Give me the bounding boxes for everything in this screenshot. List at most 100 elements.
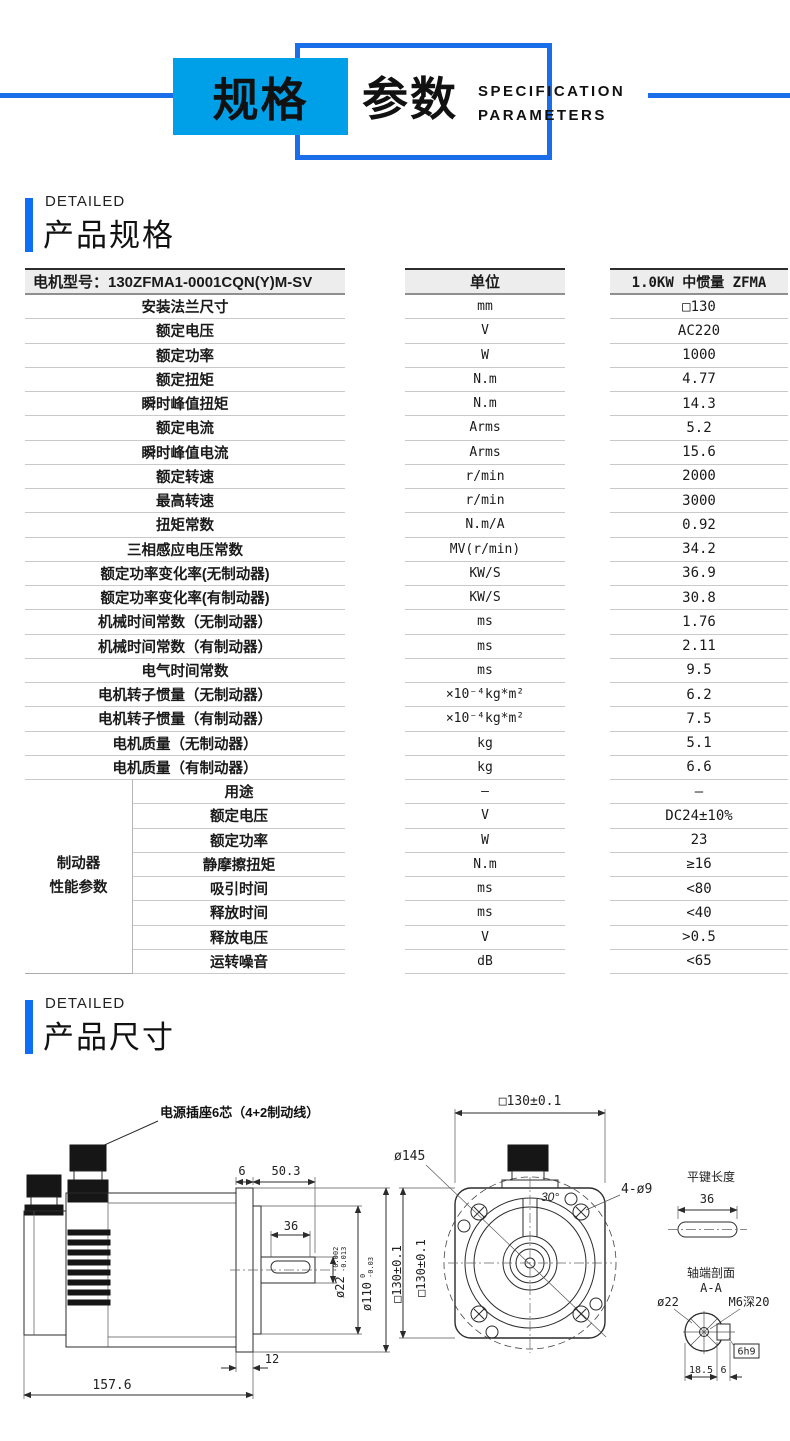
motor-rear-cap [23,1210,67,1336]
shaft-section-title: 轴端剖面 [687,1265,735,1280]
spec-label: 释放电压 [133,926,345,950]
brake-row: 额定电压 V DC24±10% [133,804,788,829]
spec-label: 额定功率变化率(无制动器) [25,562,345,586]
dim-shaft-length: 50.3 [272,1164,301,1178]
header-unit: 单位 [405,268,565,295]
spec-value: >0.5 [610,926,788,950]
brake-row: 释放时间 ms <40 [133,901,788,926]
small-holes [457,1192,603,1339]
spec-unit: ×10⁻⁴kg*m² [405,707,565,732]
spec-row: 机械时间常数（无制动器） ms 1.76 [25,610,788,635]
brake-rows: 用途 — — 额定电压 V DC24±10% 额定功率 W 23 静摩擦扭矩 N.m ≥16 吸引时间 m… [133,780,788,974]
spec-row: 额定功率变化率(有制动器) KW/S 30.8 [25,586,788,611]
dim-body-height: □130±0.1 [390,1245,404,1303]
spec-row: 额定转速 r/min 2000 [25,465,788,489]
spec-label: 电机转子惯量（无制动器） [25,683,345,708]
spec-value: 0.92 [610,513,788,538]
spec-unit: KW/S [405,562,565,586]
key-width-box [733,1343,760,1359]
spec-value: 3000 [610,489,788,514]
svg-text:-0.002: -0.002 [332,1247,340,1272]
banner-subtitle: SPECIFICATION PARAMETERS [478,80,625,128]
spec-value: <80 [610,877,788,902]
spec-unit: ms [405,635,565,659]
spec-value: 1.76 [610,610,788,635]
spec-row: 额定功率变化率(无制动器) KW/S 36.9 [25,562,788,586]
spec-table: 电机型号：130ZFMA1-0001CQN(Y)M-SV 单位 1.0KW 中惯… [25,268,788,974]
spec-unit: — [405,780,565,805]
svg-text:0: 0 [359,1274,367,1278]
brake-label-line1: 制动器 [56,856,101,873]
front-connector [507,1144,549,1172]
dim-flange-height: □130±0.1 [414,1239,428,1297]
banner-title-spec: 规格 [212,73,309,126]
spec-value: DC24±10% [610,804,788,829]
key-detail-title: 平键长度 [687,1169,735,1184]
spec-row: 瞬时峰值扭矩 N.m 14.3 [25,392,788,417]
power-connector [69,1144,107,1172]
spec-label: 静摩擦扭矩 [133,853,345,877]
spec-row: 电机转子惯量（无制动器） ×10⁻⁴kg*m² 6.2 [25,683,788,708]
brake-group: 制动器 性能参数 用途 — — 额定电压 V DC24±10% 额定功率 W 23 静摩擦扭矩 N.… [25,780,788,974]
spec-label: 额定功率变化率(有制动器) [25,586,345,611]
spec-value: 34.2 [610,538,788,562]
spec-label: 最高转速 [25,489,345,514]
spec-value: 7.5 [610,707,788,732]
spec-table-rows: 安装法兰尺寸 mm □130 额定电压 V AC220 额定功率 W 1000 额定扭矩 N.m 4.… [25,295,788,780]
spec-value: 36.9 [610,562,788,586]
spec-value: 5.1 [610,732,788,756]
spec-unit: ms [405,901,565,926]
banner-title-params: 参数 [362,73,458,125]
dimension-drawings: 电源插座6芯（4+2制动线） [23,1094,769,1399]
spec-unit: MV(r/min) [405,538,565,562]
shaft-section: 轴端剖面 A-A ø22 M6深20 6h9 18.5 6 [657,1265,769,1381]
spec-unit: W [405,344,565,368]
mounting-holes [470,1203,590,1323]
section-accent-bar [25,198,33,252]
spec-unit: r/min [405,465,565,489]
brake-row: 运转噪音 dB <65 [133,950,788,974]
dim-flange-thickness: 6 [238,1164,245,1178]
spec-value: 5.2 [610,416,788,441]
spec-row: 额定电压 V AC220 [25,319,788,344]
spec-label: 电机质量（无制动器） [25,732,345,756]
spec-row: 电机质量（有制动器） kg 6.6 [25,756,788,780]
spec-value: — [610,780,788,805]
spec-unit: N.m/A [405,513,565,538]
banner-subtitle-line1: SPECIFICATION [478,83,626,100]
spec-row: 额定功率 W 1000 [25,344,788,368]
dim-6: 6 [720,1365,726,1376]
spec-row: 最高转速 r/min 3000 [25,489,788,514]
section-title: 产品尺寸 [43,1020,175,1055]
spec-row: 电气时间常数 ms 9.5 [25,659,788,683]
spec-unit: dB [405,950,565,974]
svg-text:-0.013: -0.013 [340,1247,348,1272]
spec-label: 运转噪音 [133,950,345,974]
brake-row: 额定功率 W 23 [133,829,788,853]
spec-unit: V [405,804,565,829]
spec-label: 额定功率 [133,829,345,853]
spec-value: 4.77 [610,368,788,392]
spec-unit: KW/S [405,586,565,611]
spec-unit: W [405,829,565,853]
dim-bolt-circle: ø145 [394,1149,425,1164]
spec-unit: V [405,319,565,344]
banner-left-line [0,93,174,98]
section-product-spec: DETAILED 产品规格 [25,193,325,255]
spec-value: 30.8 [610,586,788,611]
svg-text:ø22: ø22 [333,1276,347,1298]
spec-unit: kg [405,732,565,756]
section-eyebrow: DETAILED [45,193,126,210]
spec-label: 三相感应电压常数 [25,538,345,562]
spec-row: 电机转子惯量（有制动器） ×10⁻⁴kg*m² 7.5 [25,707,788,732]
section-accent-bar [25,1000,33,1054]
spec-value: 15.6 [610,441,788,465]
spec-row: 机械时间常数（有制动器） ms 2.11 [25,635,788,659]
spec-unit: N.m [405,368,565,392]
section-eyebrow: DETAILED [45,995,126,1012]
brake-row: 吸引时间 ms <80 [133,877,788,902]
spec-unit: mm [405,295,565,320]
header-model: 电机型号：130ZFMA1-0001CQN(Y)M-SV [25,268,345,295]
dim-flange-width: □130±0.1 [499,1094,562,1109]
spec-label: 额定电流 [25,416,345,441]
